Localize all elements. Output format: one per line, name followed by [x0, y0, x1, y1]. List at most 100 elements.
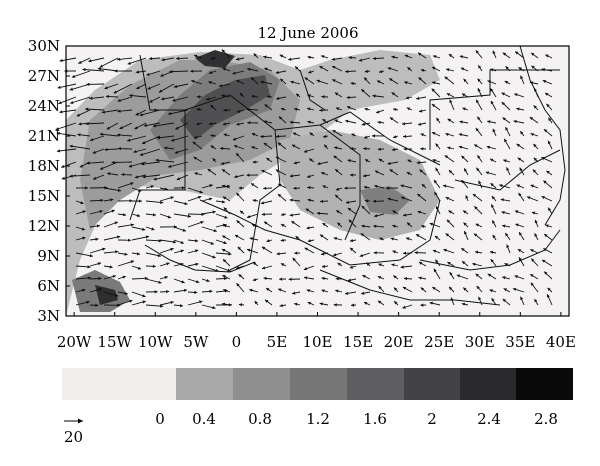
wind-vector-head — [149, 56, 153, 61]
wind-vector-head — [187, 214, 191, 218]
wind-vector-head — [76, 113, 81, 117]
wind-vector-head — [389, 169, 393, 173]
wind-vector-head — [390, 237, 394, 241]
wind-vector-head — [220, 161, 225, 166]
wind-vector-head — [279, 304, 283, 308]
wind-vector-head — [358, 58, 363, 62]
wind-vector-head — [489, 289, 493, 293]
colorbar-segment — [62, 368, 118, 400]
wind-vector-head — [364, 159, 369, 163]
wind-vector — [99, 161, 119, 170]
wind-vector-head — [79, 164, 84, 168]
wind-vector-head — [183, 288, 188, 292]
wind-vector-head — [228, 252, 232, 256]
wind-vector-head — [195, 280, 200, 284]
wind-vector-head — [420, 147, 424, 151]
wind-vector-head — [449, 286, 453, 291]
wind-vector — [139, 109, 161, 116]
wind-vector-head — [56, 131, 60, 136]
wind-vector-head — [121, 172, 125, 177]
wind-vector-head — [171, 138, 175, 142]
wind-vector-head — [158, 280, 162, 284]
wind-vector-head — [349, 147, 354, 151]
wind-vector-head — [334, 119, 339, 123]
wind-vector-head — [429, 222, 434, 226]
wind-vector-head — [264, 104, 268, 108]
wind-vector-head — [57, 85, 61, 89]
wind-vector-head — [309, 132, 313, 136]
wind-vector-head — [444, 76, 448, 80]
wind-vector-head — [433, 55, 437, 59]
wind-vector-head — [238, 186, 242, 190]
wind-vector-head — [139, 113, 143, 117]
wind-vector — [69, 174, 91, 177]
wind-vector-head — [221, 94, 225, 98]
wind-vector-head — [133, 149, 137, 154]
wind-vector-head — [476, 285, 480, 290]
wind-vector-head — [236, 80, 240, 83]
wind-vector-head — [210, 105, 214, 109]
wind-vector-head — [176, 56, 180, 61]
wind-vector-head — [304, 276, 308, 280]
wind-vector-head — [266, 239, 270, 243]
lat-tick-label: 24N — [28, 97, 60, 115]
colorbar-tick-label: 1.6 — [363, 410, 387, 428]
wind-vector-head — [289, 213, 293, 217]
wind-vector-head — [99, 166, 104, 170]
wind-vector-head — [514, 275, 518, 279]
wind-vector-head — [172, 240, 177, 244]
wind-vector-head — [130, 223, 134, 227]
wind-vector-head — [152, 213, 157, 217]
wind-vector-head — [179, 304, 184, 308]
wind-vector-head — [212, 306, 216, 310]
wind-vector-head — [477, 155, 481, 159]
wind-vector-head — [180, 262, 184, 266]
wind-vector-head — [533, 157, 538, 161]
wind-vector-head — [334, 146, 338, 150]
wind-vector-head — [504, 138, 508, 143]
wind-vector-head — [251, 224, 256, 227]
wind-vector-head — [174, 150, 179, 154]
wind-vector-head — [347, 207, 352, 212]
wind-vector-head — [180, 249, 184, 253]
wind-vector-head — [475, 273, 479, 277]
wind-vector-head — [319, 302, 323, 306]
wind-vector-head — [462, 107, 466, 111]
wind-vector-head — [461, 248, 465, 252]
wind-vector-head — [160, 73, 164, 77]
wind-vector-head — [450, 297, 454, 301]
wind-vector-head — [206, 278, 210, 283]
map-panel — [55, 45, 570, 317]
wind-vector-head — [99, 132, 103, 136]
wind-vector-head — [81, 227, 86, 231]
wind-vector-head — [111, 160, 115, 165]
wind-vector-head — [224, 276, 228, 281]
wind-vector-head — [290, 80, 294, 84]
wind-vector-head — [77, 133, 81, 137]
wind-vector-head — [490, 88, 494, 92]
wind-vector-head — [264, 221, 268, 225]
lat-tick-label: 3N — [37, 307, 60, 325]
wind-vector-head — [114, 221, 118, 225]
wind-vector-head — [347, 106, 351, 110]
wind-vector-head — [308, 70, 312, 74]
wind-vector-head — [294, 66, 299, 70]
wind-vector-head — [333, 253, 337, 257]
wind-vector-head — [304, 77, 309, 81]
wind-vector-head — [474, 144, 478, 148]
wind-vector-head — [512, 287, 517, 291]
wind-vector-head — [533, 143, 537, 148]
wind-vector-head — [321, 264, 326, 268]
wind-vector-head — [306, 289, 311, 293]
wind-vector-head — [389, 117, 394, 121]
wind-vector-head — [195, 262, 199, 266]
wind-vector-head — [239, 210, 244, 214]
wind-vector-head — [247, 215, 251, 219]
wind-vector — [153, 174, 175, 181]
colorbar-tick-label: 1.2 — [306, 410, 330, 428]
lat-tick-label: 27N — [28, 67, 60, 85]
vector-reference: 20 — [64, 418, 83, 446]
wind-vector-head — [520, 296, 524, 301]
wind-vector-head — [69, 144, 73, 148]
wind-vector-head — [377, 80, 381, 84]
